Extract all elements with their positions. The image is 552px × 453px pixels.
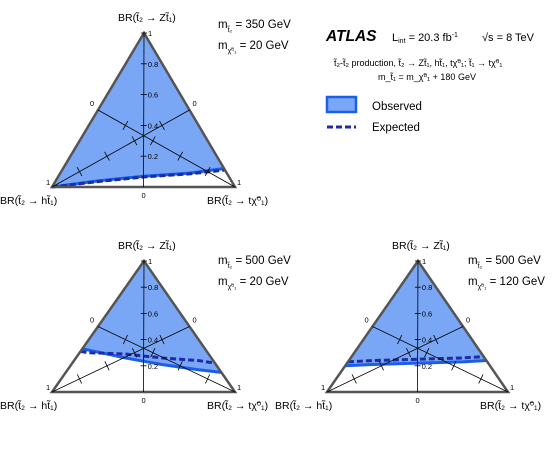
axis-tick [150, 348, 156, 358]
one-label-right: 1 [510, 383, 514, 392]
mass-label-neutralino: mχ̃⁰₁ = 20 GeV [218, 40, 289, 55]
corner-label-left: BR(t̃₂ → ht̃₁) [0, 195, 57, 207]
vertical-tick-label: 0.6 [148, 91, 158, 100]
vertical-tick-label: 1 [422, 257, 426, 266]
zero-label-left: 0 [365, 316, 369, 325]
sqrts-label: √s = 8 TeV [482, 32, 535, 44]
axis-vertical [143, 260, 145, 393]
zero-label-bottom: 0 [142, 396, 146, 405]
corner-label-right: BR(t̃₂ → tχ̃⁰₁) [207, 195, 268, 207]
observed-region [82, 261, 222, 373]
mass-label-neutralino: mχ̃⁰₁ = 20 GeV [218, 276, 289, 291]
vertical-tick-label: 0.4 [148, 336, 158, 345]
axis-vertical [143, 32, 145, 188]
ternary-panel-top-left: 0.2 0.4 0.6 0.8 1 0 0 0 1 1 BR(t̃₂ → Zt̃₁) BR(t̃₂ →… [0, 12, 291, 207]
vertical-tick-label: 0.6 [422, 309, 432, 318]
one-label-left: 1 [46, 383, 50, 392]
axis-tick [378, 361, 384, 371]
corner-label-top: BR(t̃₂ → Zt̃₁) [118, 12, 176, 24]
axis-tick [159, 334, 165, 345]
axis-from-right [97, 109, 236, 188]
axis-tick [159, 120, 165, 130]
mass-relation: m_t̃₁ = m_χ̃⁰₁ + 180 GeV [378, 72, 476, 82]
atlas-label: ATLAS [325, 28, 377, 45]
axis-tick [478, 374, 484, 384]
axis-tick [76, 167, 83, 177]
corner-label-top: BR(t̃₂ → Zt̃₁) [392, 240, 450, 252]
one-label-right: 1 [237, 383, 241, 392]
axis-tick [177, 361, 183, 371]
mass-label-stop: mt̃₂ = 500 GeV [218, 255, 291, 270]
mass-label-stop: mt̃₂ = 350 GeV [218, 19, 291, 34]
vertical-tick-label: 0.4 [148, 121, 158, 130]
axis-tick [122, 334, 128, 345]
axis-tick [451, 361, 457, 371]
zero-label-right: 0 [193, 316, 197, 325]
mass-label-stop: mt̃₂ = 500 GeV [468, 255, 541, 270]
zero-label-left: 0 [90, 99, 94, 108]
vertical-tick-label: 0.2 [148, 152, 158, 161]
header: ATLAS Lint = 20.3 fb-1 √s = 8 TeV t̃₂-t̃… [325, 28, 535, 82]
vertical-tick-label: 0.4 [422, 336, 432, 345]
zero-label-bottom: 0 [142, 191, 146, 200]
axis-vertical [417, 260, 419, 393]
vertical-tick-label: 1 [148, 257, 152, 266]
observed-region [52, 33, 225, 187]
zero-label-left: 0 [90, 316, 94, 325]
axis-tick [351, 374, 357, 384]
axis-tick [204, 167, 211, 177]
legend: Observed Expected [325, 95, 422, 134]
corner-label-top: BR(t̃₂ → Zt̃₁) [118, 240, 176, 252]
ternary-panel-bottom-left: 0.2 0.4 0.6 0.8 1 0 0 0 1 1 BR(t̃₂ → Zt̃₁) BR(t̃₂ →… [0, 240, 291, 412]
axis-tick [397, 334, 403, 345]
axis-tick [131, 136, 138, 146]
ternary-panel-bottom-right: 0.2 0.4 0.6 0.8 1 0 0 0 1 1 BR(t̃₂ → Zt̃₁) BR(t̃₂ →… [275, 240, 545, 412]
mass-label-neutralino: mχ̃⁰₁ = 120 GeV [468, 276, 545, 291]
zero-label-right: 0 [193, 99, 197, 108]
axis-from-left [51, 326, 190, 393]
one-label-right: 1 [237, 178, 241, 187]
axis-tick [131, 348, 138, 358]
corner-label-left: BR(t̃₂ → ht̃₁) [0, 400, 57, 412]
axis-from-right [97, 326, 236, 393]
vertical-tick-label: 0.8 [148, 283, 158, 292]
axis-from-left [51, 109, 190, 188]
axis-tick [406, 348, 412, 358]
axis-tick [76, 374, 83, 384]
legend-observed-label: Observed [372, 101, 422, 113]
axis-tick [122, 120, 129, 130]
vertical-tick-label: 0.8 [148, 60, 158, 69]
axis-from-right [372, 326, 509, 393]
corner-label-right: BR(t̃₂ → tχ̃⁰₁) [480, 400, 541, 412]
vertical-tick-label: 0.2 [422, 362, 432, 371]
axis-tick [205, 374, 211, 384]
legend-expected-label: Expected [372, 122, 420, 134]
vertical-tick-label: 0.2 [148, 362, 158, 371]
lumi-label: Lint = 20.3 fb-1 [392, 32, 458, 45]
axis-tick [150, 136, 156, 146]
axis-tick [104, 361, 110, 371]
axis-tick [424, 348, 430, 358]
one-label-left: 1 [46, 178, 50, 187]
zero-label-bottom: 0 [416, 396, 420, 405]
axis-tick [104, 151, 110, 161]
process-line: t̃₂-t̃₂ production, t̃₂ → Zt̃₁, ht̃₁, tχ… [333, 58, 503, 68]
axis-tick [177, 151, 183, 161]
vertical-tick-label: 1 [148, 29, 152, 38]
corner-label-right: BR(t̃₂ → tχ̃⁰₁) [207, 400, 268, 412]
vertical-tick-label: 0.6 [148, 309, 158, 318]
zero-label-right: 0 [466, 316, 470, 325]
one-label-left: 1 [321, 383, 325, 392]
expected-contour [347, 355, 484, 364]
legend-observed-swatch [325, 95, 358, 114]
vertical-tick-label: 0.8 [422, 283, 432, 292]
axis-tick [433, 334, 439, 345]
corner-label-left: BR(t̃₂ → ht̃₁) [275, 400, 332, 412]
axis-from-left [326, 326, 464, 393]
